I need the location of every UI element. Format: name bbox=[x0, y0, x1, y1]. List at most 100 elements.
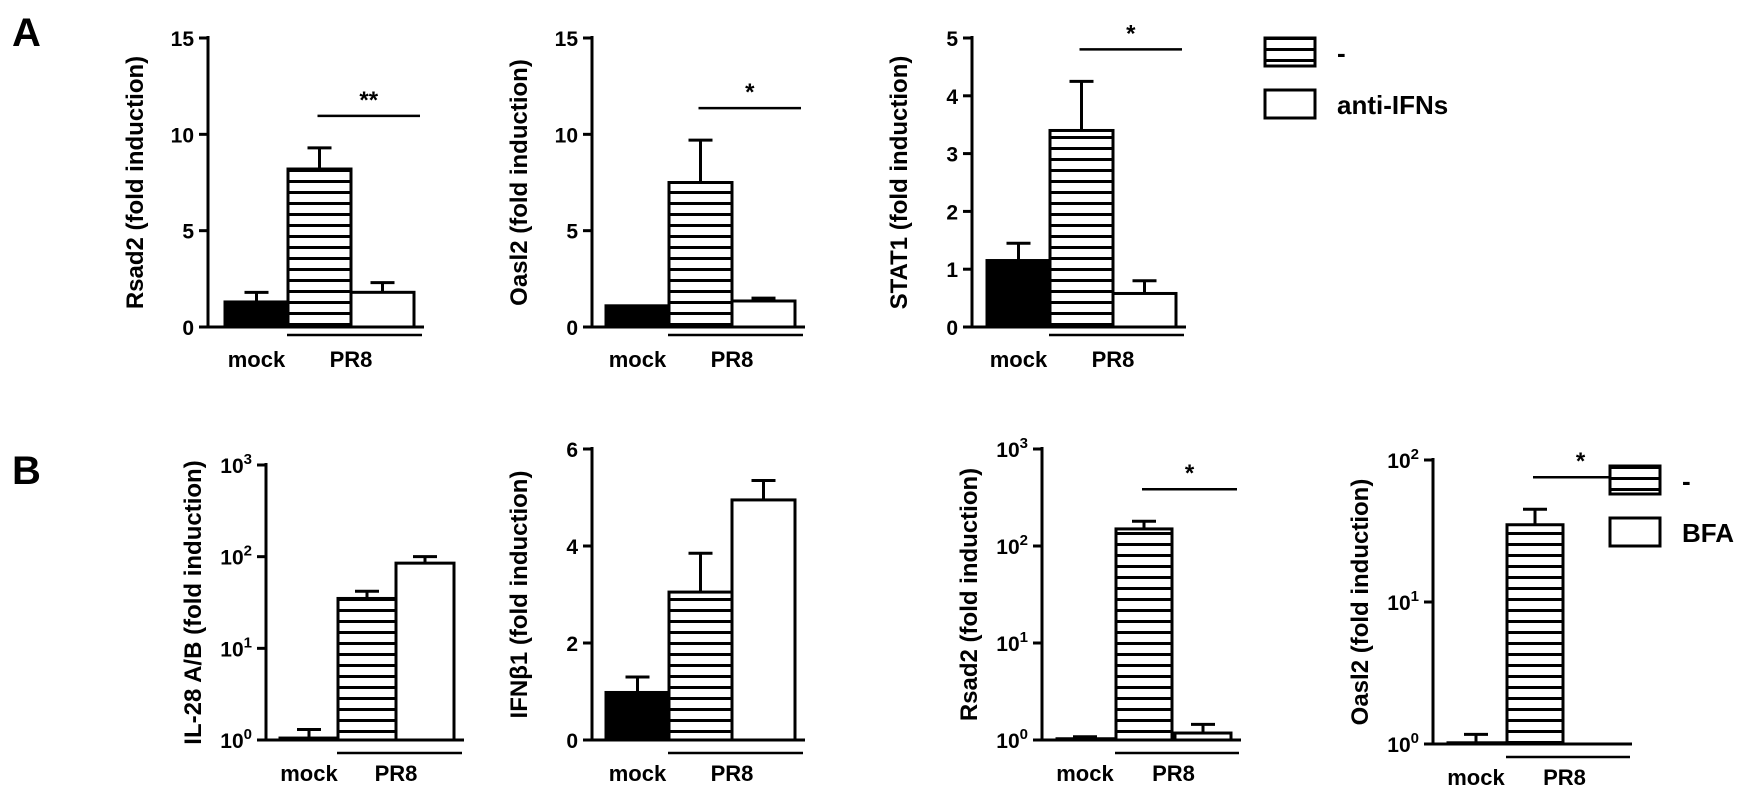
error-bar bbox=[307, 146, 332, 170]
chart-2: 0 5 10 15 Oasl2 (fold induction) mock PR8 * bbox=[506, 28, 805, 372]
error-bar bbox=[1006, 241, 1031, 261]
bar-mock-solid bbox=[985, 259, 1052, 329]
legends-layer: - anti-IFNs - BFA bbox=[1263, 36, 1734, 548]
y-tick-label: 0 bbox=[566, 730, 578, 753]
chart-3: 0 1 2 3 4 5 STAT1 (fold induction) mock PR8 * bbox=[886, 20, 1186, 372]
error-bar bbox=[1073, 735, 1097, 739]
bar-PR8-open bbox=[730, 299, 797, 329]
bar-mock-solid bbox=[223, 300, 290, 329]
error-bar bbox=[1132, 279, 1157, 294]
y-tick-label: 5 bbox=[946, 28, 958, 51]
y-tick-label: 0 bbox=[182, 317, 194, 340]
y-tick-label: 4 bbox=[946, 86, 958, 109]
significance-label: * bbox=[1126, 20, 1136, 47]
legend-swatch bbox=[1263, 36, 1317, 68]
category-label-pr8: PR8 bbox=[711, 761, 754, 786]
bars bbox=[223, 146, 416, 329]
y-tick-label: 103 bbox=[996, 435, 1028, 462]
category-label-mock: mock bbox=[1056, 761, 1114, 786]
significance-label: * bbox=[1185, 460, 1195, 487]
category-label-mock: mock bbox=[609, 761, 667, 786]
category-label-mock: mock bbox=[228, 347, 286, 372]
y-tick-label: 2 bbox=[566, 633, 578, 656]
bars bbox=[604, 479, 797, 742]
y-axis-title: IFNβ1 (fold induction) bbox=[506, 471, 533, 719]
y-axis-title: STAT1 (fold induction) bbox=[886, 56, 913, 310]
category-label-mock: mock bbox=[280, 761, 338, 786]
legend-b: - BFA bbox=[1608, 464, 1734, 548]
error-bar bbox=[1132, 519, 1156, 529]
legend-entry: anti-IFNs bbox=[1263, 88, 1448, 120]
bar-PR8-hstripes bbox=[667, 181, 734, 329]
y-axis-title: Oasl2 (fold induction) bbox=[1347, 479, 1374, 726]
y-tick-label: 102 bbox=[1387, 446, 1419, 473]
panel-letter-b: B bbox=[12, 449, 41, 493]
category-label-mock: mock bbox=[1447, 765, 1505, 790]
chart-6: 100 101 102 103 Rsad2 (fold induction) mock PR… bbox=[956, 435, 1241, 786]
y-tick-label: 101 bbox=[220, 634, 252, 661]
bar-mock-solid bbox=[604, 690, 671, 742]
significance-label: ** bbox=[359, 87, 378, 114]
bars bbox=[278, 555, 456, 742]
legend-a: - anti-IFNs bbox=[1263, 36, 1448, 120]
category-label-pr8: PR8 bbox=[375, 761, 418, 786]
y-tick-label: 10 bbox=[555, 124, 578, 147]
significance-bracket: * bbox=[1079, 20, 1182, 51]
bar-PR8-hstripes bbox=[1114, 527, 1174, 742]
error-bar bbox=[355, 589, 379, 599]
category-label-mock: mock bbox=[609, 347, 667, 372]
bar-PR8-hstripes bbox=[1048, 128, 1115, 329]
bar-PR8-open bbox=[394, 561, 456, 742]
y-tick-label: 5 bbox=[566, 221, 578, 244]
error-bar bbox=[370, 281, 395, 293]
error-bar bbox=[751, 479, 776, 500]
error-bar bbox=[688, 551, 713, 593]
significance-bracket: * bbox=[1142, 460, 1237, 491]
error-bar bbox=[1191, 722, 1215, 734]
y-axis-title: Oasl2 (fold induction) bbox=[506, 59, 533, 306]
legend-label: BFA bbox=[1682, 518, 1734, 548]
bars bbox=[604, 138, 797, 329]
category-label-pr8: PR8 bbox=[330, 347, 373, 372]
y-tick-label: 100 bbox=[1387, 730, 1419, 757]
bars bbox=[1446, 507, 1565, 746]
bar-PR8-hstripes bbox=[336, 596, 398, 742]
error-bar bbox=[1069, 79, 1094, 131]
y-tick-label: 102 bbox=[996, 532, 1028, 559]
bar-PR8-hstripes bbox=[1505, 523, 1565, 746]
error-bar bbox=[1523, 507, 1547, 525]
y-tick-label: 100 bbox=[220, 726, 252, 753]
error-bar bbox=[297, 728, 321, 739]
y-tick-label: 100 bbox=[996, 726, 1028, 753]
y-tick-label: 4 bbox=[566, 536, 578, 559]
y-tick-label: 3 bbox=[946, 144, 958, 167]
y-tick-label: 0 bbox=[566, 317, 578, 340]
bar-PR8-hstripes bbox=[286, 167, 353, 329]
category-label-pr8: PR8 bbox=[1543, 765, 1586, 790]
y-tick-label: 5 bbox=[182, 221, 194, 244]
legend-swatch bbox=[1263, 88, 1317, 120]
chart-7: 100 101 102 Oasl2 (fold induction) mock PR8 * bbox=[1347, 446, 1632, 790]
significance-label: * bbox=[1576, 448, 1586, 475]
y-tick-label: 10 bbox=[171, 124, 194, 147]
category-label-pr8: PR8 bbox=[1092, 347, 1135, 372]
y-tick-label: 0 bbox=[946, 317, 958, 340]
y-axis-title: IL-28 A/B (fold induction) bbox=[180, 460, 207, 744]
error-bar bbox=[244, 290, 269, 302]
bars bbox=[985, 79, 1178, 329]
y-tick-label: 101 bbox=[1387, 588, 1419, 615]
y-tick-label: 2 bbox=[946, 201, 958, 224]
panel-letter-a: A bbox=[12, 11, 41, 55]
y-tick-label: 101 bbox=[996, 629, 1028, 656]
chart-1: 0 5 10 15 Rsad2 (fold induction) mock PR8 ** bbox=[122, 28, 424, 372]
bars bbox=[1055, 519, 1233, 742]
bar-PR8-open bbox=[349, 290, 416, 329]
y-tick-label: 6 bbox=[566, 439, 578, 462]
legend-entry: BFA bbox=[1608, 516, 1734, 548]
category-label-mock: mock bbox=[990, 347, 1048, 372]
y-axis-title: Rsad2 (fold induction) bbox=[122, 56, 149, 309]
y-tick-label: 1 bbox=[946, 259, 958, 282]
error-bar bbox=[688, 138, 713, 183]
